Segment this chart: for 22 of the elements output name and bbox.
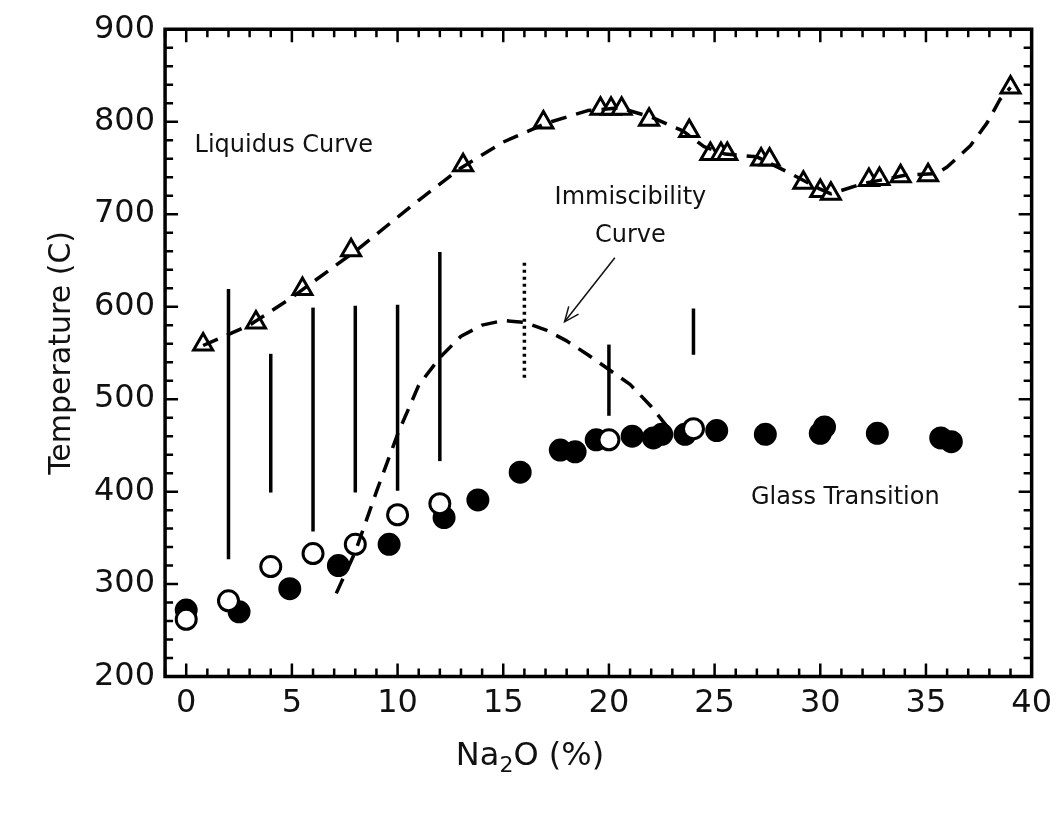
x-axis-title: Na$_{2}$O (%) <box>454 735 606 778</box>
x-tick-label: 15 <box>482 682 524 721</box>
y-tick-label: 400 <box>94 469 156 508</box>
annotation: Immiscibility Curve <box>554 181 707 248</box>
x-tick-label: 0 <box>176 682 197 721</box>
y-tick-label: 800 <box>94 100 156 138</box>
y-axis-title: Temperature (C) <box>41 230 77 476</box>
x-tick-label: 20 <box>588 682 630 721</box>
x-tick-label: 25 <box>694 682 735 721</box>
y-tick-label: 200 <box>94 654 156 693</box>
x-tick-label: 10 <box>377 682 418 721</box>
y-tick-label: 900 <box>94 7 156 46</box>
y-tick-label: 500 <box>94 377 156 416</box>
x-tick-label: 5 <box>281 682 303 721</box>
annotation: Glass Transition <box>750 481 940 510</box>
x-tick-label: 30 <box>799 682 841 721</box>
annotation: Liquidus Curve <box>194 129 374 158</box>
y-tick-label: 600 <box>94 284 156 323</box>
x-tick-label: 40 <box>1011 682 1052 721</box>
x-tick-label: 35 <box>905 682 947 721</box>
y-tick-label: 700 <box>94 192 156 231</box>
y-tick-label: 300 <box>94 562 156 601</box>
